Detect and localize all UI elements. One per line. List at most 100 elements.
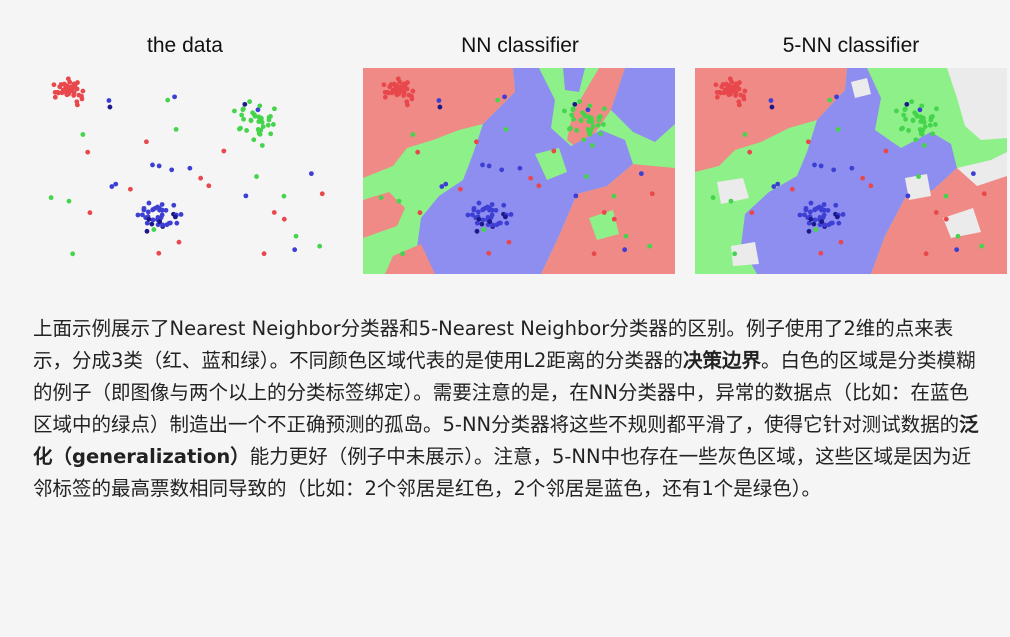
knn-blue-point	[807, 209, 813, 215]
knn-gray-region-center-right	[905, 174, 931, 200]
data-green-point	[250, 110, 256, 116]
knn-green-point	[955, 233, 961, 239]
nn-red-region-top-left	[363, 68, 515, 178]
nn-green-point	[588, 115, 594, 121]
nn-red-point	[381, 82, 387, 88]
data-red-point	[206, 183, 212, 189]
data-blue-point	[135, 212, 141, 218]
nn-red-point	[591, 251, 597, 257]
nn-decision-map	[363, 68, 675, 274]
data-blue-point	[169, 167, 175, 173]
data-blue-point	[149, 221, 155, 227]
knn-green-point	[916, 174, 921, 179]
knn-red-point	[806, 139, 811, 145]
data-red-point	[65, 86, 71, 91]
data-blue-point	[106, 98, 112, 103]
nn-green-point	[561, 108, 567, 114]
data-green-point	[272, 106, 277, 112]
knn-gray-region-bottom-left	[731, 242, 759, 266]
nn-red-point	[382, 89, 388, 95]
knn-green-point	[901, 112, 907, 118]
data-green-point	[260, 124, 266, 130]
nn-blue-point	[502, 214, 508, 220]
knn-blue-point	[812, 217, 818, 223]
nn-blue-point	[493, 207, 499, 213]
data-green-point	[241, 116, 246, 122]
data-red-point	[60, 89, 66, 95]
nn-red-region-left	[363, 192, 405, 238]
data-green-point	[265, 122, 271, 128]
data-red-point	[57, 84, 63, 90]
nn-red-point	[404, 102, 410, 108]
data-blue-point	[163, 207, 169, 213]
nn-blue-point	[502, 94, 507, 100]
data-blue-point	[150, 162, 155, 168]
knn-gray-region-top-center	[851, 78, 871, 98]
nn-red-point	[395, 86, 401, 91]
knn-green-point	[732, 251, 738, 257]
data-blue-point	[144, 220, 150, 226]
knn-red-point	[727, 86, 733, 91]
data-blue-point	[144, 228, 150, 234]
knn-blue-point	[970, 171, 976, 177]
nn-green-region-bottom	[589, 210, 619, 240]
data-green-point	[248, 117, 254, 123]
nn-green-point	[503, 126, 509, 132]
nn-red-point	[457, 186, 463, 192]
nn-blue-region-top	[563, 68, 585, 92]
nn-green-point	[571, 116, 576, 122]
data-green-point	[257, 103, 263, 109]
nn-blue-region-center	[417, 68, 633, 274]
data-blue-point	[140, 212, 145, 218]
knn-blue-region-center	[741, 68, 957, 274]
knn-red-point	[733, 93, 739, 98]
data-red-point	[319, 191, 325, 197]
nn-blue-point	[480, 162, 485, 168]
nn-blue-point	[638, 171, 644, 177]
nn-green-point	[580, 110, 586, 116]
knn-green-point	[728, 198, 734, 204]
nn-red-point	[536, 183, 542, 189]
nn-green-point	[570, 106, 576, 112]
knn-red-point	[733, 81, 739, 87]
knn-gray-region-right	[957, 152, 1007, 186]
knn-red-point	[981, 191, 987, 197]
nn-green-point	[400, 251, 406, 257]
nn-green-point	[569, 112, 575, 118]
data-points	[48, 76, 325, 257]
nn-green-point	[574, 128, 579, 133]
data-green-point	[240, 106, 246, 112]
nn-red-point	[409, 93, 414, 99]
knn-green-point	[928, 117, 934, 123]
knn-blue-point	[836, 220, 842, 226]
knn-green-point	[710, 195, 716, 201]
nn-green-point	[577, 99, 583, 105]
knn-red-point	[722, 89, 728, 95]
knn-red-point	[883, 148, 889, 154]
nn-green-point	[598, 131, 604, 137]
nn-red-region-top-center	[455, 68, 487, 98]
nn-blue-point	[465, 212, 471, 218]
nn-red-region-bottom-left	[385, 244, 435, 274]
knn-green-point	[930, 131, 936, 137]
knn-blue-point	[822, 222, 828, 228]
nn-blue-region-right	[611, 68, 675, 142]
nn-red-point	[401, 93, 407, 98]
nn-red-point	[397, 79, 403, 85]
data-green-point	[254, 174, 259, 179]
knn-green-point	[913, 137, 919, 143]
data-red-point	[281, 216, 287, 222]
knn-red-point	[747, 149, 753, 155]
data-blue-point	[178, 212, 184, 217]
data-blue-point	[160, 222, 166, 228]
knn-blue-point	[917, 107, 923, 113]
knn-red-point	[933, 210, 939, 215]
nn-blue-point	[439, 184, 445, 189]
nn-blue-point	[476, 216, 482, 222]
nn-blue-point	[486, 163, 492, 169]
data-blue-point	[166, 220, 172, 226]
nn-red-point	[417, 210, 423, 216]
data-green-point	[268, 131, 274, 137]
nn-green-point	[581, 137, 587, 143]
data-red-point	[198, 175, 204, 181]
